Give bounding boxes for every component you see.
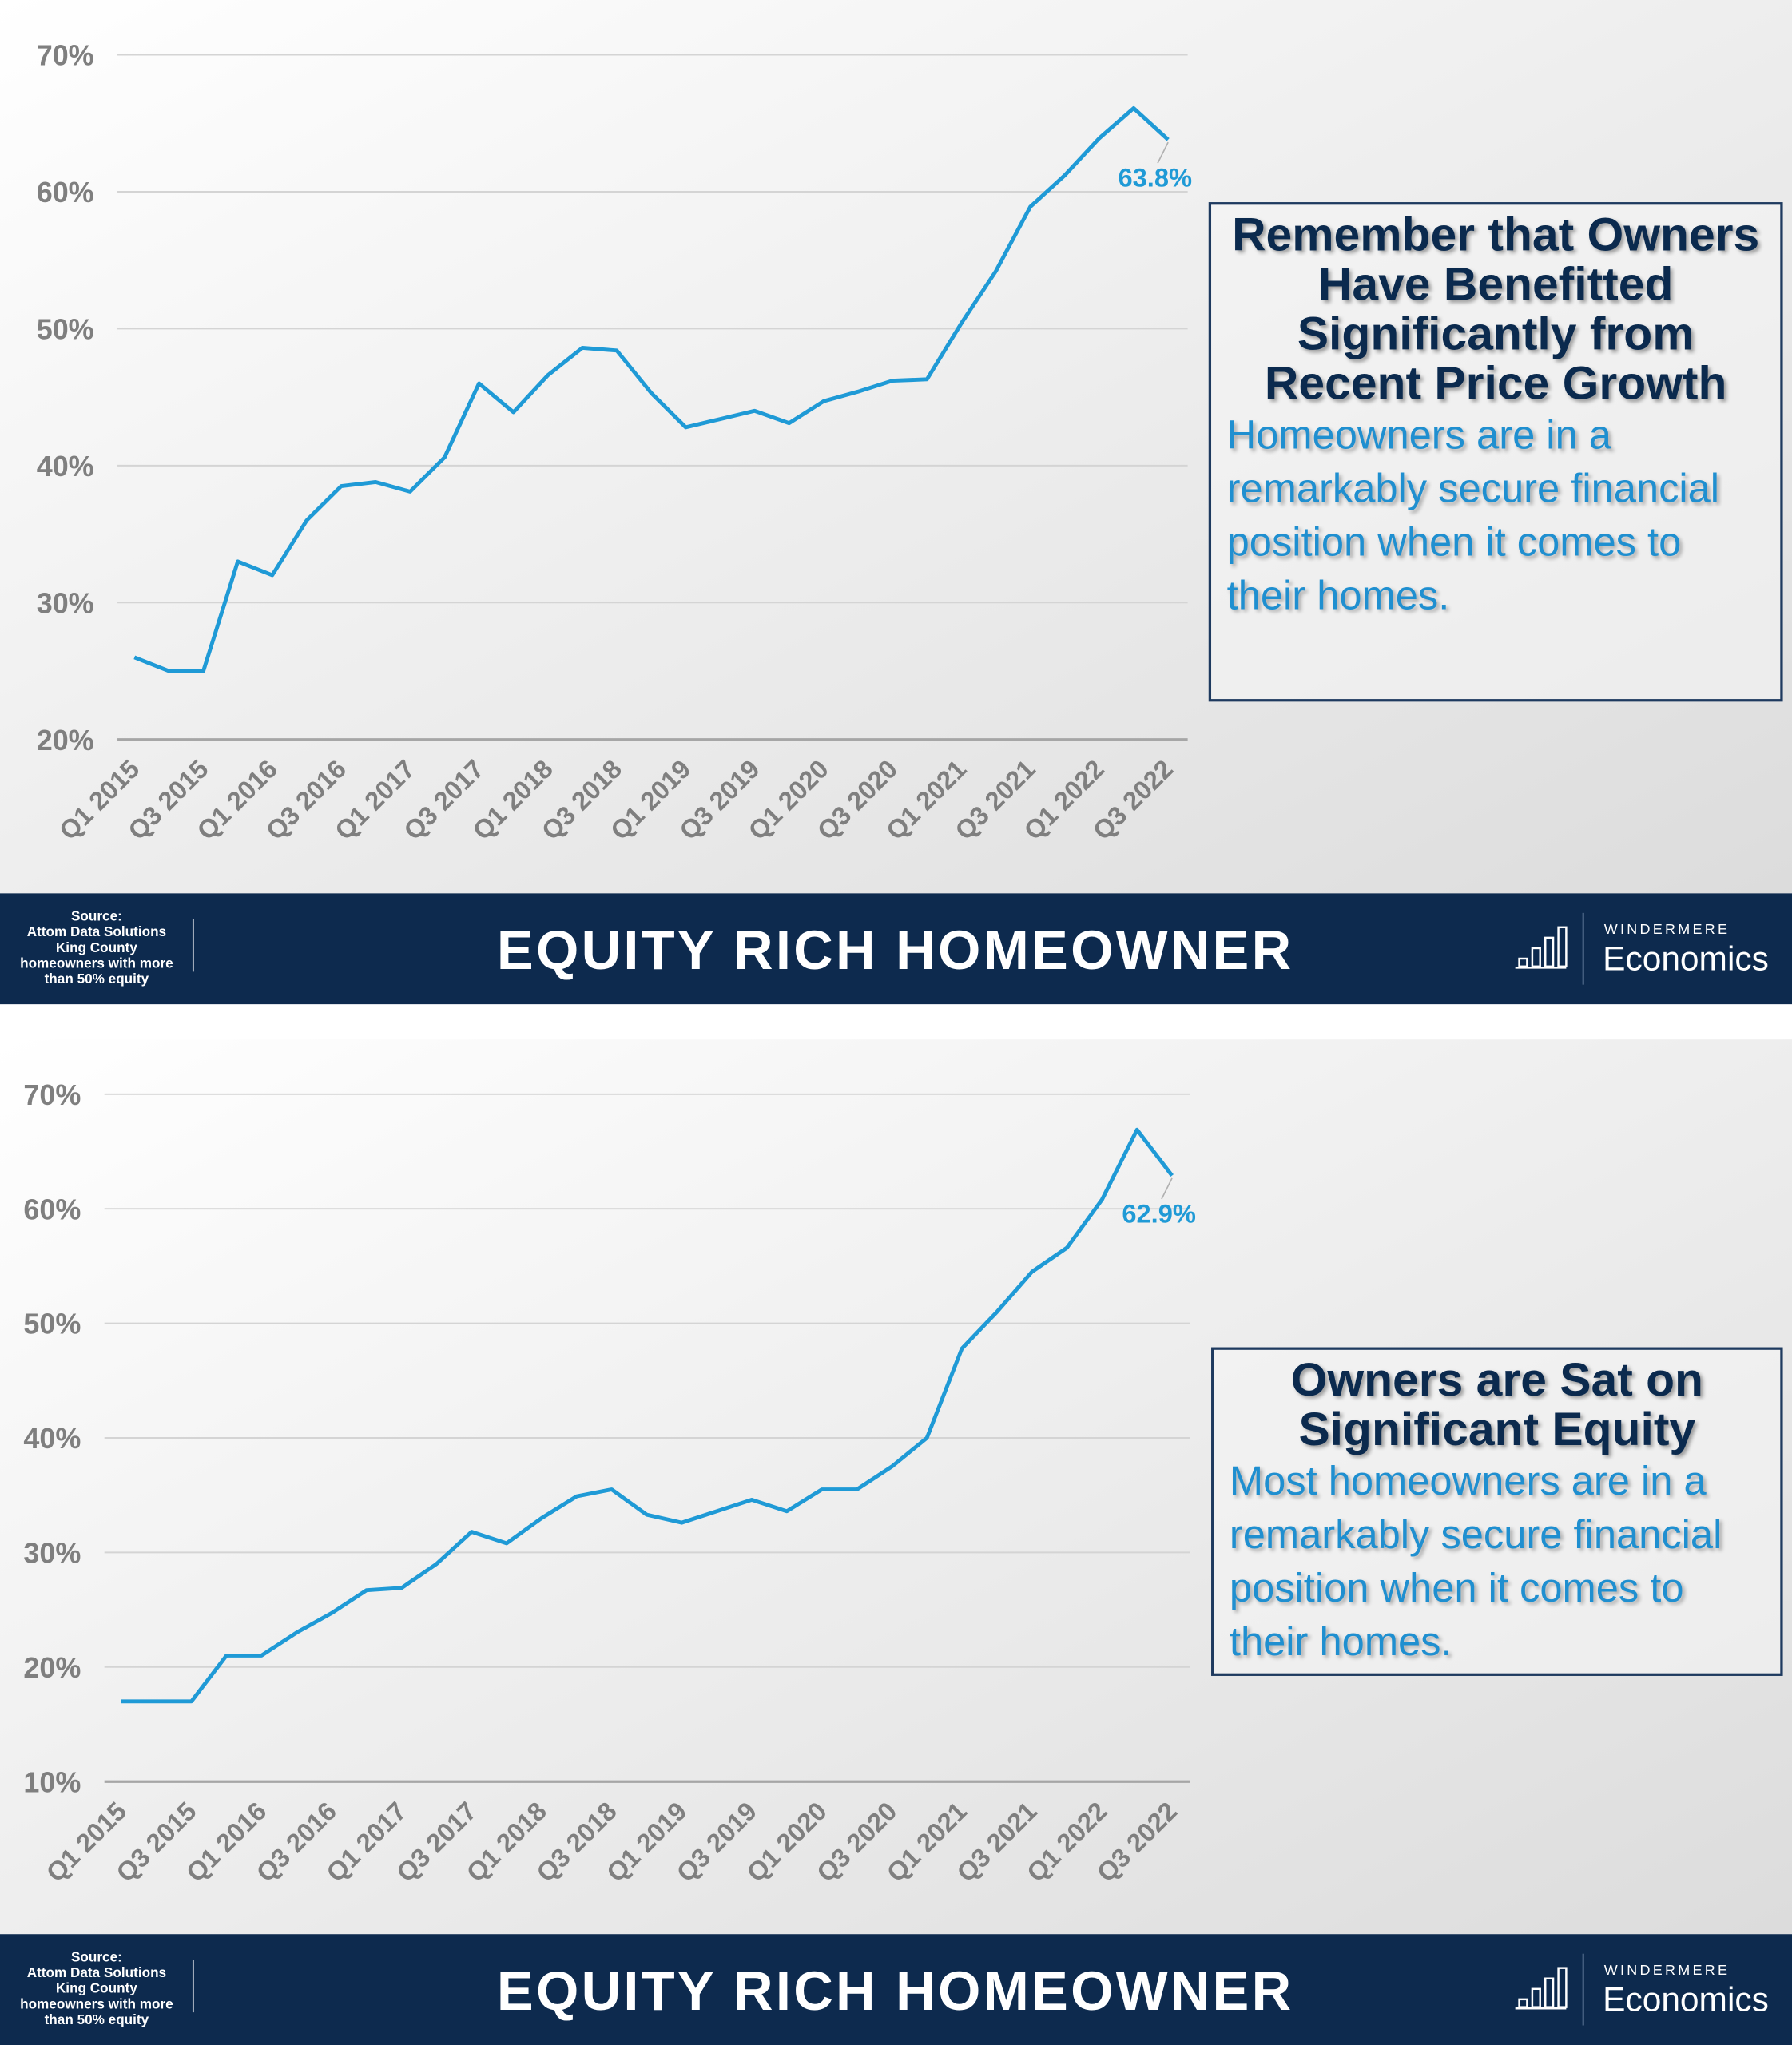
callout-title: Remember that Owners Have Benefitted Sig… bbox=[1232, 207, 1760, 410]
source-line: King County bbox=[55, 940, 137, 956]
leader-line bbox=[1161, 1177, 1173, 1200]
data-line bbox=[133, 105, 1170, 673]
footer-title: EQUITY RICH HOMEOWNER bbox=[496, 1960, 1294, 2022]
y-tick-label: 10% bbox=[23, 1765, 81, 1798]
logo-bar bbox=[1531, 947, 1541, 968]
leader-line bbox=[1157, 141, 1169, 164]
source-line: King County bbox=[55, 1980, 137, 1997]
callout-box: Owners are Sat on Significant Equity Most… bbox=[1211, 1347, 1783, 1676]
footer-bar bbox=[0, 893, 1792, 1005]
y-tick-label: 60% bbox=[37, 176, 94, 208]
y-tick-label: 50% bbox=[37, 312, 94, 345]
callout-text: Homeowners are in a remarkably secure fi… bbox=[1226, 411, 1720, 618]
brand-sub: Economics bbox=[1603, 939, 1769, 979]
data-line bbox=[121, 1127, 1174, 1704]
logo-bar bbox=[1557, 1967, 1568, 2008]
y-tick-label: 60% bbox=[23, 1193, 81, 1225]
source-note: Source: Attom Data Solutions King County ho… bbox=[6, 1950, 189, 2028]
y-tick-label: 50% bbox=[23, 1308, 81, 1340]
y-tick-label: 30% bbox=[37, 586, 94, 619]
source-line: Source: bbox=[70, 908, 122, 925]
source-note: Source: Attom Data Solutions King County ho… bbox=[6, 909, 189, 987]
source-line: than 50% equity bbox=[44, 2012, 149, 2028]
footer-title: EQUITY RICH HOMEOWNER bbox=[496, 919, 1294, 981]
y-tick-label: 30% bbox=[23, 1536, 81, 1569]
logo-bar bbox=[1544, 1977, 1555, 2008]
callout-box: Remember that Owners Have Benefitted Sig… bbox=[1208, 202, 1783, 702]
data-label: 63.8% bbox=[1118, 163, 1192, 193]
y-tick-label: 20% bbox=[23, 1651, 81, 1684]
logo-bar bbox=[1518, 957, 1528, 968]
source-line: Source: bbox=[70, 1949, 122, 1966]
logo-bar bbox=[1557, 926, 1568, 968]
source-line: homeowners with more bbox=[20, 1996, 173, 2013]
callout-title: Owners are Sat on Significant Equity bbox=[1290, 1352, 1703, 1456]
source-line: Attom Data Solutions bbox=[26, 1965, 167, 1981]
brand-name: WINDERMERE bbox=[1603, 922, 1730, 938]
data-label: 62.9% bbox=[1122, 1198, 1196, 1228]
logo-bar bbox=[1518, 1998, 1528, 2008]
brand-name: WINDERMERE bbox=[1603, 1963, 1730, 1979]
source-line: homeowners with more bbox=[20, 955, 173, 972]
y-tick-label: 70% bbox=[37, 39, 94, 72]
logo-bar bbox=[1544, 936, 1555, 968]
footer-bar bbox=[0, 1934, 1792, 2045]
y-tick-label: 40% bbox=[37, 450, 94, 482]
y-tick-label: 40% bbox=[23, 1422, 81, 1455]
logo-bar bbox=[1531, 1987, 1541, 2008]
brand-sub: Economics bbox=[1603, 1979, 1769, 2019]
y-tick-label: 20% bbox=[37, 724, 94, 756]
source-line: than 50% equity bbox=[44, 971, 149, 987]
source-line: Attom Data Solutions bbox=[26, 924, 167, 941]
callout-text: Most homeowners are in a remarkably secu… bbox=[1229, 1458, 1722, 1665]
y-tick-label: 70% bbox=[23, 1078, 81, 1111]
